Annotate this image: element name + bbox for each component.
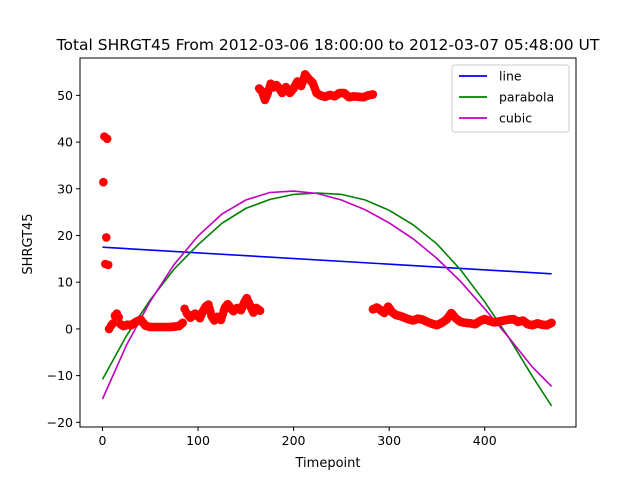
x-tick-label: 300 [377,433,401,448]
scatter-point [103,260,113,270]
scatter-points [99,70,556,334]
legend-label-line: line [499,69,522,84]
y-tick-label: 40 [57,135,73,150]
x-axis-label: Timepoint [295,456,361,471]
x-axis: 0 100 200 300 400 [98,427,497,448]
x-tick-label: 100 [186,433,210,448]
series-line [102,246,552,275]
scatter-point [114,312,123,322]
y-tick-label: −20 [47,415,73,430]
plot-area [99,70,556,407]
legend-box [451,64,570,133]
y-tick-label: 10 [57,275,73,290]
scatter-point [108,319,118,328]
scatter-point [99,177,108,187]
scatter-point [178,318,187,328]
y-axis: −20 −10 0 10 20 30 40 50 [47,88,80,430]
y-tick-label: 30 [57,181,73,196]
x-tick-label: 0 [98,433,106,448]
chart-title: Total SHRGT45 From 2012-03-06 18:00:00 t… [56,36,600,54]
y-tick-label: 0 [65,321,73,336]
scatter-point [102,233,111,242]
y-axis-label: SHRGT45 [21,213,36,274]
scatter-point [547,318,556,328]
x-tick-label: 200 [282,433,306,448]
scatter-point [368,90,378,99]
scatter-point [255,306,265,316]
series-cubic [101,190,553,400]
y-tick-label: 50 [57,88,73,103]
y-tick-label: −10 [47,368,73,383]
y-tick-label: 20 [57,228,73,243]
legend: line parabola cubic [451,64,570,133]
x-tick-label: 400 [473,433,497,448]
legend-label-parabola: parabola [499,90,554,105]
series-parabola [101,192,553,407]
axes-frame [79,57,577,428]
scatter-point [102,134,112,144]
legend-label-cubic: cubic [499,111,532,126]
